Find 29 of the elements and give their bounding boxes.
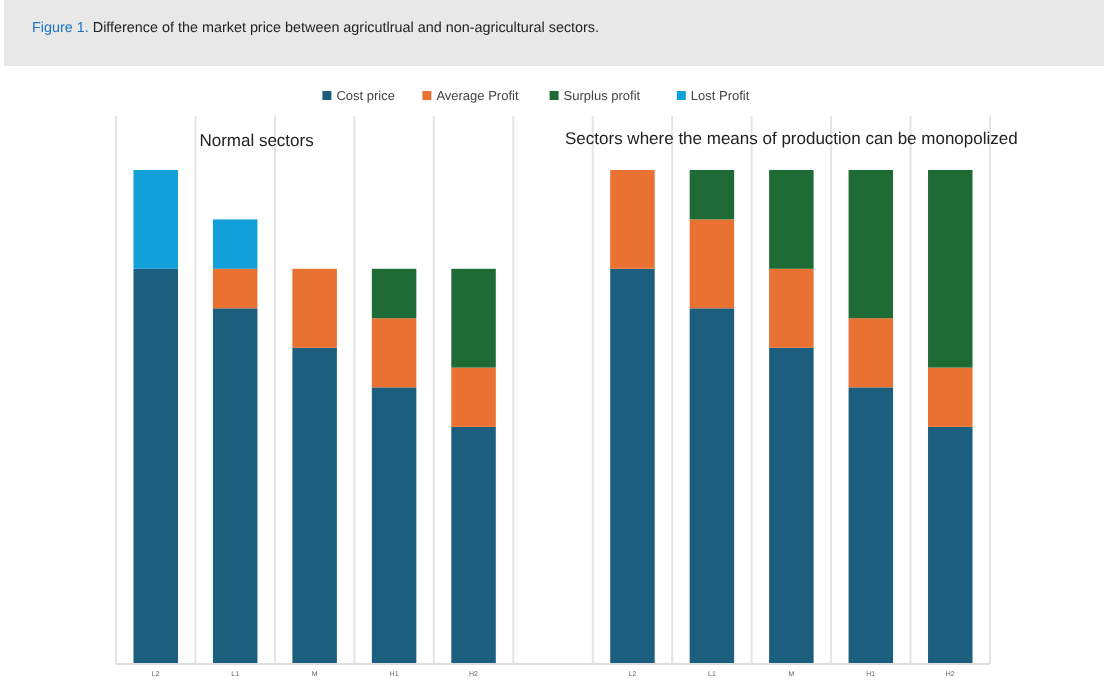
text: Normal sectors: [199, 130, 314, 150]
bar: [451, 268, 496, 368]
bar: [848, 318, 894, 388]
bar: [451, 426, 496, 664]
bar: [848, 170, 894, 319]
bar: [292, 347, 337, 664]
bar: [689, 308, 735, 664]
bar: [212, 308, 258, 664]
bar: [928, 426, 973, 664]
text: Sectors where the means of production can be monopolized: [565, 128, 1019, 148]
bar: [133, 170, 178, 269]
bar: [212, 268, 258, 309]
bar: [371, 318, 417, 388]
bar: [610, 268, 655, 664]
bar: [689, 170, 735, 220]
bar: [371, 387, 417, 664]
bar: [769, 347, 814, 664]
bar: [769, 170, 814, 269]
bar: [292, 268, 337, 348]
bar: [610, 170, 655, 269]
bar: [928, 170, 973, 368]
bar: [928, 367, 973, 427]
bar: [371, 268, 417, 319]
bar: [451, 367, 496, 427]
bar: [848, 387, 894, 664]
bar: [689, 219, 735, 309]
bar: [212, 219, 258, 269]
bar: [769, 268, 814, 348]
bar: [133, 268, 178, 664]
